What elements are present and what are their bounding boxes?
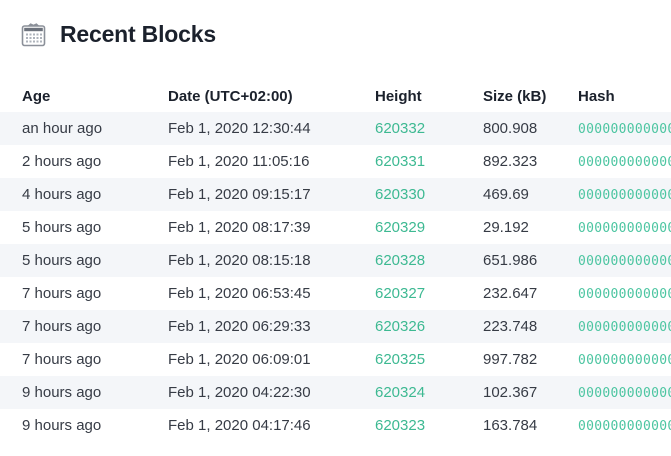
age-cell: 9 hours ago <box>22 384 102 401</box>
age-cell: 4 hours ago <box>22 186 102 203</box>
height-link[interactable]: 620332 <box>375 120 426 137</box>
age-cell: 7 hours ago <box>22 351 102 368</box>
panel-header: Recent Blocks <box>0 0 671 48</box>
col-header-height: Height <box>375 88 422 105</box>
size-cell: 223.748 <box>483 318 538 335</box>
calendar-icon <box>20 20 47 48</box>
table-row: 9 hours ago Feb 1, 2020 04:22:30 620324 102… <box>0 376 671 409</box>
hash-link[interactable]: 000000000000 <box>578 221 671 236</box>
size-cell: 892.323 <box>483 153 538 170</box>
table-row: 7 hours ago Feb 1, 2020 06:09:01 620325 997… <box>0 343 671 376</box>
hash-link[interactable]: 000000000000 <box>578 419 671 434</box>
page-title: Recent Blocks <box>60 20 216 47</box>
date-cell: Feb 1, 2020 09:15:17 <box>168 186 311 203</box>
size-cell: 469.69 <box>483 186 529 203</box>
height-link[interactable]: 620327 <box>375 285 426 302</box>
hash-link[interactable]: 000000000000 <box>578 122 671 137</box>
recent-blocks-table: Age Date (UTC+02:00) Height Size (kB) Ha… <box>0 81 671 442</box>
height-link[interactable]: 620330 <box>375 186 426 203</box>
height-link[interactable]: 620326 <box>375 318 426 335</box>
age-cell: 5 hours ago <box>22 252 102 269</box>
table-header: Age Date (UTC+02:00) Height Size (kB) Ha… <box>0 81 671 112</box>
size-cell: 651.986 <box>483 252 538 269</box>
size-cell: 800.908 <box>483 120 538 137</box>
height-link[interactable]: 620325 <box>375 351 426 368</box>
size-cell: 163.784 <box>483 417 538 434</box>
age-cell: 7 hours ago <box>22 318 102 335</box>
table-row: an hour ago Feb 1, 2020 12:30:44 620332 800… <box>0 112 671 145</box>
height-link[interactable]: 620323 <box>375 417 426 434</box>
hash-link[interactable]: 000000000000 <box>578 287 671 302</box>
height-link[interactable]: 620329 <box>375 219 426 236</box>
hash-link[interactable]: 000000000000 <box>578 188 671 203</box>
hash-link[interactable]: 000000000000 <box>578 155 671 170</box>
date-cell: Feb 1, 2020 06:29:33 <box>168 318 311 335</box>
table-row: 5 hours ago Feb 1, 2020 08:17:39 620329 29.… <box>0 211 671 244</box>
age-cell: an hour ago <box>22 120 103 137</box>
col-header-size: Size (kB) <box>483 88 547 105</box>
date-cell: Feb 1, 2020 08:15:18 <box>168 252 311 269</box>
height-link[interactable]: 620328 <box>375 252 426 269</box>
age-cell: 2 hours ago <box>22 153 102 170</box>
size-cell: 997.782 <box>483 351 538 368</box>
col-header-age: Age <box>22 88 51 105</box>
date-cell: Feb 1, 2020 04:17:46 <box>168 417 311 434</box>
col-header-hash: Hash <box>578 88 615 105</box>
date-cell: Feb 1, 2020 08:17:39 <box>168 219 311 236</box>
table-row: 9 hours ago Feb 1, 2020 04:17:46 620323 163… <box>0 409 671 442</box>
date-cell: Feb 1, 2020 06:09:01 <box>168 351 311 368</box>
date-cell: Feb 1, 2020 11:05:16 <box>168 153 310 170</box>
hash-link[interactable]: 000000000000 <box>578 254 671 269</box>
table-row: 7 hours ago Feb 1, 2020 06:29:33 620326 223… <box>0 310 671 343</box>
table-row: 5 hours ago Feb 1, 2020 08:15:18 620328 651… <box>0 244 671 277</box>
height-link[interactable]: 620324 <box>375 384 426 401</box>
col-header-date: Date (UTC+02:00) <box>168 88 293 105</box>
height-link[interactable]: 620331 <box>375 153 426 170</box>
date-cell: Feb 1, 2020 12:30:44 <box>168 120 311 137</box>
size-cell: 102.367 <box>483 384 538 401</box>
table-row: 2 hours ago Feb 1, 2020 11:05:16 620331 892… <box>0 145 671 178</box>
table-row: 7 hours ago Feb 1, 2020 06:53:45 620327 232… <box>0 277 671 310</box>
age-cell: 9 hours ago <box>22 417 102 434</box>
size-cell: 232.647 <box>483 285 538 302</box>
age-cell: 5 hours ago <box>22 219 102 236</box>
table-row: 4 hours ago Feb 1, 2020 09:15:17 620330 469… <box>0 178 671 211</box>
hash-link[interactable]: 000000000000 <box>578 320 671 335</box>
hash-link[interactable]: 000000000000 <box>578 353 671 368</box>
size-cell: 29.192 <box>483 219 529 236</box>
age-cell: 7 hours ago <box>22 285 102 302</box>
date-cell: Feb 1, 2020 04:22:30 <box>168 384 311 401</box>
date-cell: Feb 1, 2020 06:53:45 <box>168 285 311 302</box>
hash-link[interactable]: 000000000000 <box>578 386 671 401</box>
